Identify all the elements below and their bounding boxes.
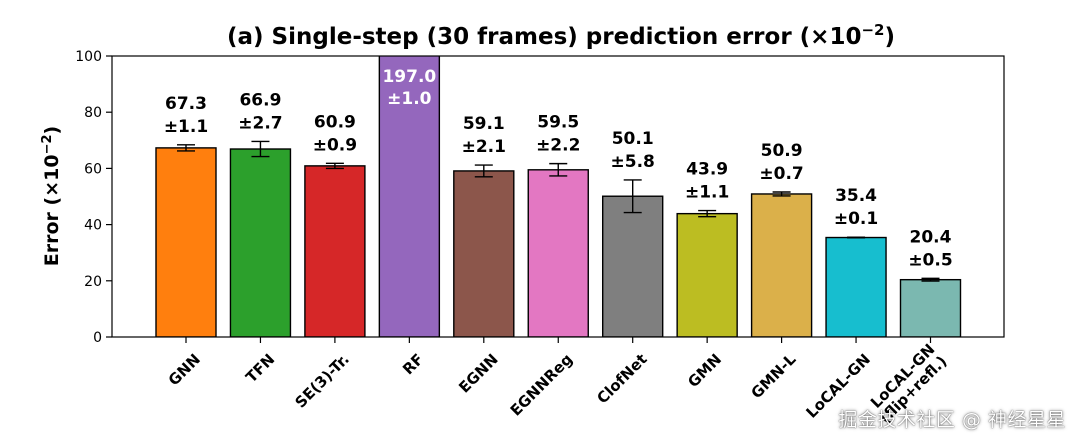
error-label: ±2.1 bbox=[462, 137, 506, 157]
bar bbox=[378, 56, 441, 337]
bar bbox=[229, 148, 292, 337]
error-label: ±1.0 bbox=[387, 89, 432, 109]
error-label: ±0.5 bbox=[908, 250, 952, 270]
x-tick-label: ClofNet bbox=[593, 350, 650, 407]
x-tick-label: GMN bbox=[684, 350, 725, 391]
value-labels-group: 67.3 ±1.1 66.9 ±2.7 60.9 ±0.9 197.0±1.0 59.1 ±2.… bbox=[164, 67, 953, 270]
x-tick-label: GMN-L bbox=[747, 350, 799, 402]
error-label: ±2.2 bbox=[536, 136, 580, 156]
y-tick-label: 0 bbox=[93, 330, 102, 346]
bar bbox=[155, 147, 217, 337]
chart-title: (a) Single-step (30 frames) prediction e… bbox=[227, 21, 895, 50]
x-tick-label: GNN bbox=[165, 350, 204, 389]
bar bbox=[602, 195, 664, 337]
bar bbox=[527, 169, 589, 337]
value-label: 66.9 bbox=[239, 90, 281, 110]
bar bbox=[304, 165, 366, 337]
x-tick-label: EGNNReg bbox=[507, 350, 576, 419]
watermark: 掘金技术社区 @ 神经星星 bbox=[838, 409, 1066, 431]
value-label: 35.4 bbox=[835, 186, 877, 206]
error-label: ±0.9 bbox=[313, 135, 357, 155]
y-tick-label: 80 bbox=[84, 105, 102, 121]
y-tick-label: 60 bbox=[84, 161, 102, 177]
y-tick-label: 20 bbox=[84, 274, 102, 290]
value-label: 20.4 bbox=[910, 227, 952, 247]
error-label: ±5.8 bbox=[611, 152, 655, 172]
value-label: 43.9 bbox=[686, 160, 728, 180]
value-label: 59.5 bbox=[537, 113, 579, 133]
error-label: ±0.7 bbox=[759, 164, 803, 184]
value-label: 59.1 bbox=[463, 114, 505, 134]
bars-group bbox=[155, 56, 962, 337]
bar bbox=[899, 278, 962, 337]
error-label: ±1.1 bbox=[685, 183, 729, 203]
x-axis: GNN TFN SE(3)-Tr. RF EGNN EGNNReg ClofNet GMN GM… bbox=[165, 337, 951, 427]
error-label: ±1.1 bbox=[164, 117, 208, 137]
y-tick-label: 100 bbox=[75, 49, 102, 65]
y-axis: 0 20 40 60 80 100 bbox=[75, 49, 112, 346]
bar bbox=[825, 236, 887, 337]
plot-frame bbox=[111, 55, 1005, 338]
value-label: 197.0 bbox=[382, 67, 436, 87]
x-tick-label: RF bbox=[399, 350, 427, 378]
bar bbox=[750, 193, 813, 337]
x-tick-label: EGNN bbox=[455, 350, 501, 396]
value-label: 50.1 bbox=[612, 129, 654, 149]
error-label: ±2.7 bbox=[238, 113, 282, 133]
x-tick-label: TFN bbox=[242, 350, 278, 386]
value-label: 50.9 bbox=[761, 141, 803, 161]
bar bbox=[676, 212, 738, 337]
error-label: ±0.1 bbox=[834, 209, 878, 229]
value-label: 67.3 bbox=[165, 94, 207, 114]
error-bars-group bbox=[177, 140, 940, 282]
value-label: 60.9 bbox=[314, 112, 356, 132]
bar bbox=[453, 170, 515, 337]
y-axis-label: Error (×10−2) bbox=[40, 126, 63, 266]
y-tick-label: 40 bbox=[84, 218, 102, 234]
x-tick-label: SE(3)-Tr. bbox=[291, 350, 352, 411]
